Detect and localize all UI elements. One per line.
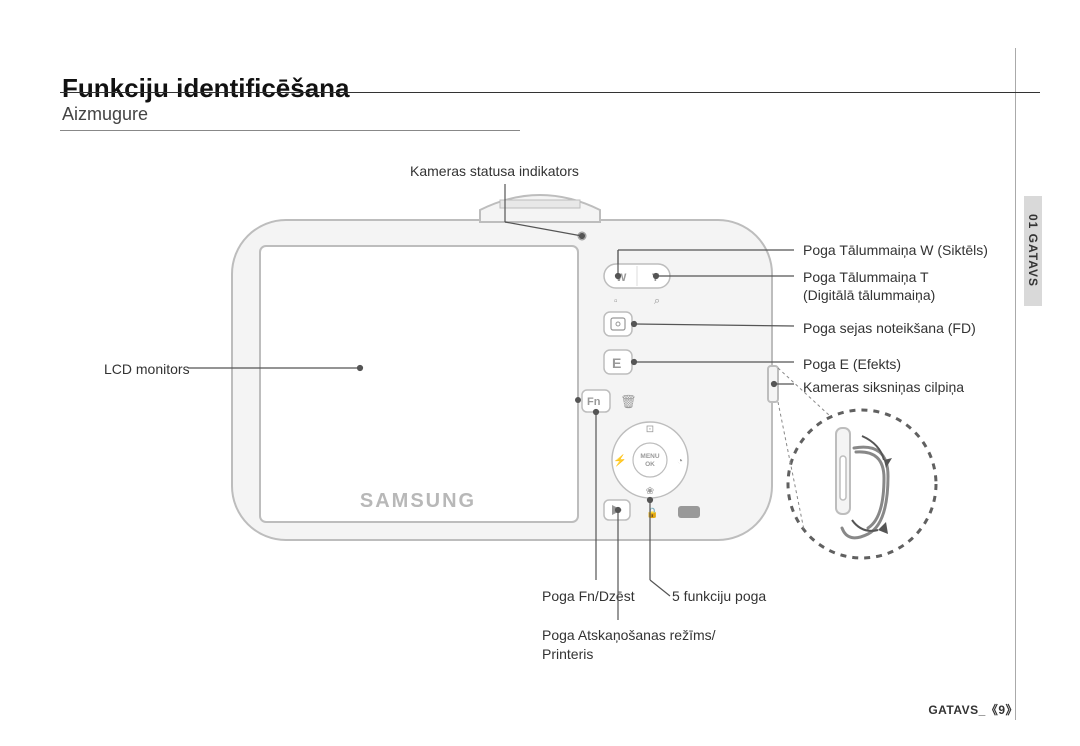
info-icon: ⊡ [646,424,654,435]
trash-icon: 🗑 [620,394,637,409]
fn-dot [575,397,581,403]
zoom-out-icon: ▫ [614,296,618,307]
timer-icon: ◔ [677,456,683,467]
flash-icon: ⚡ [613,454,627,467]
shutter-ridge [500,200,580,208]
lock-icon: 🔒 [646,507,658,519]
fd-button [604,312,632,336]
lcd-screen [260,246,578,522]
page: Funkciju identificēšana Aizmugure 01 GAT… [0,0,1080,746]
zoom-in-icon: ⌕ [654,295,660,307]
fn-button-label: Fn [587,396,601,408]
e-button-label: E [612,355,621,371]
diagram-svg: W T ▫ ⌕ E Fn 🗑 MENU OK ⊡ ❀ ⚡ ◔ 🔒 SAMSUNG [0,0,1080,746]
batt-icon [678,506,700,518]
ok-label: OK [645,461,655,468]
flower-icon: ❀ [646,486,654,497]
menu-label: MENU [640,453,659,460]
five-way-center [633,443,667,477]
brand-label: SAMSUNG [360,490,476,512]
